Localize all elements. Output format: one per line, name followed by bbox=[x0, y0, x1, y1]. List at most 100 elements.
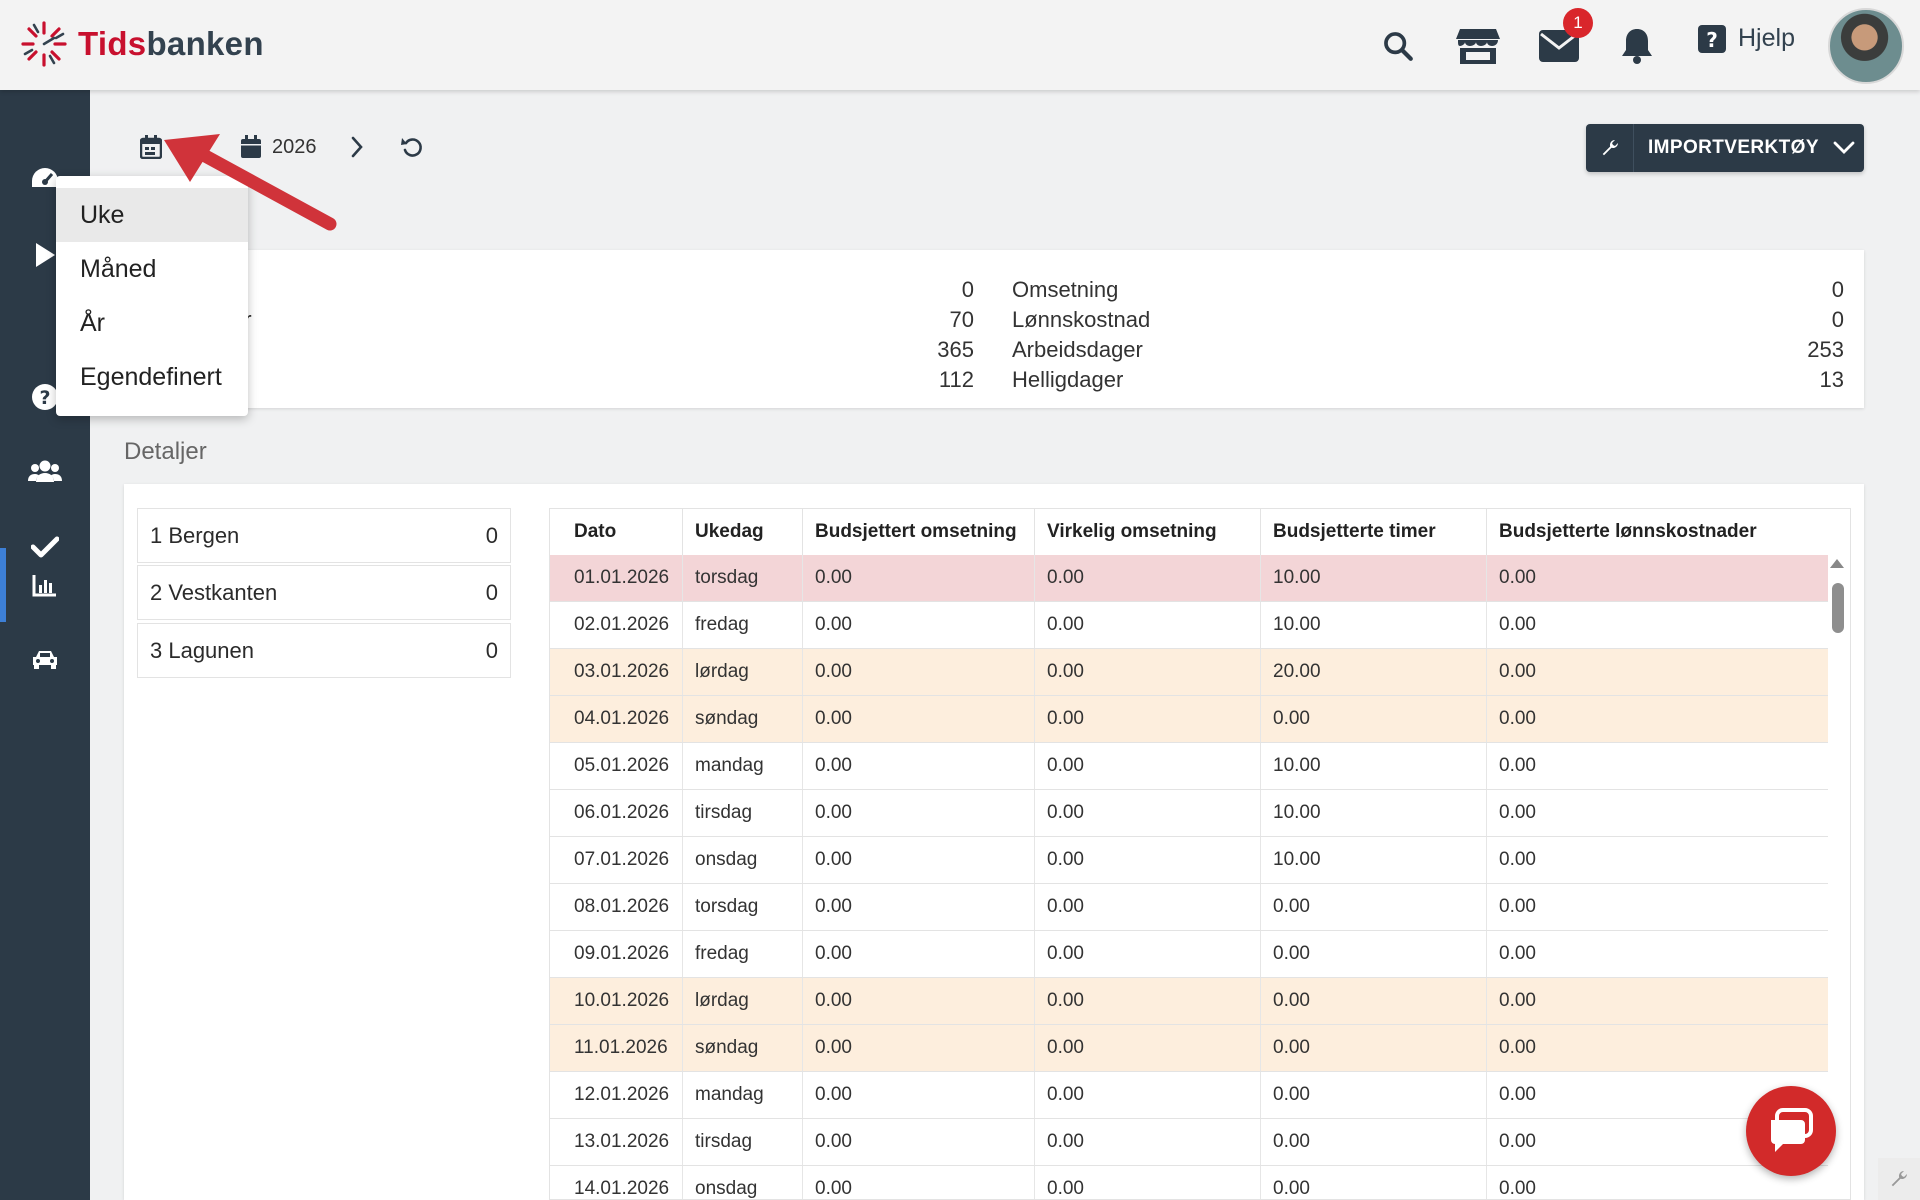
table-cell-bud_oms: 0.00 bbox=[802, 884, 1034, 930]
table-cell-dato: 01.01.2026 bbox=[574, 567, 670, 588]
column-header-budsjetterte-lonnskostnader[interactable]: Budsjetterte lønnskostnader bbox=[1486, 509, 1828, 555]
search-icon[interactable] bbox=[1376, 24, 1420, 68]
location-item[interactable]: 3 Lagunen 0 bbox=[137, 623, 511, 678]
table-cell-bud_oms: 0.00 bbox=[802, 1119, 1034, 1165]
table-cell-lonn: 0.00 bbox=[1486, 743, 1828, 789]
annotation-arrow-icon bbox=[164, 134, 337, 231]
next-period-button[interactable] bbox=[350, 130, 364, 164]
summary-label-holidays: Helligdager bbox=[1012, 367, 1124, 392]
table-row[interactable]: 08.01.2026 torsdag 0.00 0.00 0.00 0.00 bbox=[550, 884, 1828, 931]
table-cell-dato: 07.01.2026 bbox=[574, 849, 670, 870]
table-cell-timer: 10.00 bbox=[1260, 602, 1486, 648]
details-table: Dato Ukedag Budsjettert omsetning Virkel… bbox=[549, 508, 1851, 1200]
sidebar-item-vehicle[interactable] bbox=[0, 622, 90, 696]
table-cell-bud_oms: 0.00 bbox=[802, 602, 1034, 648]
period-selector-button[interactable] bbox=[140, 130, 162, 164]
table-cell-ukedag: tirsdag bbox=[682, 1119, 802, 1165]
scroll-up-arrow[interactable] bbox=[1830, 559, 1844, 568]
table-cell-timer: 10.00 bbox=[1260, 743, 1486, 789]
table-cell-bud_oms: 0.00 bbox=[802, 790, 1034, 836]
table-cell-virk_oms: 0.00 bbox=[1034, 696, 1260, 742]
dropdown-item-year[interactable]: År bbox=[80, 309, 105, 337]
table-row[interactable]: 13.01.2026 tirsdag 0.00 0.00 0.00 0.00 bbox=[550, 1119, 1828, 1166]
table-cell-dato: 10.01.2026 bbox=[574, 990, 670, 1011]
location-item[interactable]: 2 Vestkanten 0 bbox=[137, 565, 511, 620]
logo[interactable]: Tidsbanken bbox=[20, 20, 264, 68]
table-cell-dato: 03.01.2026 bbox=[574, 661, 670, 682]
year-picker[interactable]: 2026 bbox=[240, 130, 317, 164]
sidebar-item-users[interactable] bbox=[0, 434, 90, 508]
avatar[interactable] bbox=[1828, 8, 1904, 84]
dropdown-item-custom[interactable]: Egendefinert bbox=[80, 363, 222, 391]
table-cell-ukedag: fredag bbox=[682, 602, 802, 648]
table-cell-ukedag: tirsdag bbox=[682, 790, 802, 836]
location-name: 1 Bergen bbox=[150, 522, 240, 548]
table-cell-lonn: 0.00 bbox=[1486, 1025, 1828, 1071]
sidebar-item-reports[interactable] bbox=[0, 548, 90, 622]
table-row[interactable]: 12.01.2026 mandag 0.00 0.00 0.00 0.00 bbox=[550, 1072, 1828, 1119]
table-cell-timer: 0.00 bbox=[1260, 1119, 1486, 1165]
table-row[interactable]: 05.01.2026 mandag 0.00 0.00 10.00 0.00 bbox=[550, 743, 1828, 790]
check-icon bbox=[31, 536, 59, 558]
sidebar-item-play[interactable] bbox=[0, 218, 90, 292]
table-cell-timer: 0.00 bbox=[1260, 1072, 1486, 1118]
table-cell-virk_oms: 0.00 bbox=[1034, 1072, 1260, 1118]
table-cell-bud_oms: 0.00 bbox=[802, 1072, 1034, 1118]
sidebar-item-dashboard[interactable] bbox=[0, 142, 90, 216]
reset-period-button[interactable] bbox=[400, 130, 424, 164]
table-row[interactable]: 10.01.2026 lørdag 0.00 0.00 0.00 0.00 bbox=[550, 978, 1828, 1025]
table-cell-bud_oms: 0.00 bbox=[802, 696, 1034, 742]
question-icon: ? bbox=[32, 384, 58, 410]
logo-icon bbox=[21, 21, 67, 67]
sidebar-item-approve[interactable] bbox=[0, 510, 90, 584]
column-header-ukedag[interactable]: Ukedag bbox=[682, 509, 802, 555]
table-row[interactable]: 14.01.2026 onsdag 0.00 0.00 0.00 0.00 bbox=[550, 1166, 1828, 1199]
table-row[interactable]: 02.01.2026 fredag 0.00 0.00 10.00 0.00 bbox=[550, 602, 1828, 649]
column-header-budsjettert-omsetning[interactable]: Budsjettert omsetning bbox=[802, 509, 1034, 555]
table-row[interactable]: 04.01.2026 søndag 0.00 0.00 0.00 0.00 bbox=[550, 696, 1828, 743]
column-header-dato[interactable]: Dato bbox=[574, 521, 617, 542]
table-cell-lonn: 0.00 bbox=[1486, 837, 1828, 883]
table-cell-ukedag: mandag bbox=[682, 743, 802, 789]
table-row[interactable]: 01.01.2026 torsdag 0.00 0.00 10.00 0.00 bbox=[550, 555, 1828, 602]
location-item[interactable]: 1 Bergen 0 bbox=[137, 508, 511, 563]
table-row[interactable]: 11.01.2026 søndag 0.00 0.00 0.00 0.00 bbox=[550, 1025, 1828, 1072]
year-label: 2026 bbox=[272, 135, 317, 158]
table-cell-virk_oms: 0.00 bbox=[1034, 555, 1260, 601]
table-cell-timer: 0.00 bbox=[1260, 978, 1486, 1024]
table-cell-lonn: 0.00 bbox=[1486, 1072, 1828, 1118]
dropdown-item-month[interactable]: Måned bbox=[80, 255, 157, 283]
table-cell-virk_oms: 0.00 bbox=[1034, 931, 1260, 977]
svg-text:?: ? bbox=[1706, 28, 1718, 52]
table-cell-lonn: 0.00 bbox=[1486, 1119, 1828, 1165]
column-header-budsjetterte-timer[interactable]: Budsjetterte timer bbox=[1260, 509, 1486, 555]
table-cell-ukedag: onsdag bbox=[682, 1166, 802, 1199]
chat-button[interactable] bbox=[1746, 1086, 1836, 1176]
table-cell-virk_oms: 0.00 bbox=[1034, 743, 1260, 789]
table-cell-dato: 02.01.2026 bbox=[574, 614, 670, 635]
table-cell-virk_oms: 0.00 bbox=[1034, 837, 1260, 883]
bell-icon[interactable] bbox=[1615, 24, 1659, 68]
table-row[interactable]: 03.01.2026 lørdag 0.00 0.00 20.00 0.00 bbox=[550, 649, 1828, 696]
table-cell-dato: 08.01.2026 bbox=[574, 896, 670, 917]
table-row[interactable]: 07.01.2026 onsdag 0.00 0.00 10.00 0.00 bbox=[550, 837, 1828, 884]
help-label: Hjelp bbox=[1738, 24, 1795, 52]
sidebar-item-help[interactable]: ? bbox=[0, 360, 90, 434]
import-tool-button[interactable]: IMPORTVERKTØY bbox=[1586, 124, 1864, 172]
column-header-virkelig-omsetning[interactable]: Virkelig omsetning bbox=[1034, 509, 1260, 555]
table-cell-virk_oms: 0.00 bbox=[1034, 1119, 1260, 1165]
settings-wrench-icon[interactable] bbox=[1878, 1158, 1920, 1200]
table-row[interactable]: 06.01.2026 tirsdag 0.00 0.00 10.00 0.00 bbox=[550, 790, 1828, 837]
scrollbar-thumb[interactable] bbox=[1832, 583, 1844, 633]
dropdown-item-week[interactable]: Uke bbox=[56, 188, 248, 242]
table-cell-bud_oms: 0.00 bbox=[802, 978, 1034, 1024]
chevron-down-icon bbox=[1833, 141, 1855, 154]
svg-text:?: ? bbox=[39, 387, 50, 409]
store-icon[interactable] bbox=[1456, 24, 1500, 68]
help-link[interactable]: ? Hjelp bbox=[1698, 24, 1795, 53]
mail-icon[interactable]: 1 bbox=[1537, 8, 1593, 68]
summary-label-revenue: Omsetning bbox=[1012, 277, 1119, 302]
table-cell-bud_oms: 0.00 bbox=[802, 1025, 1034, 1071]
table-row[interactable]: 09.01.2026 fredag 0.00 0.00 0.00 0.00 bbox=[550, 931, 1828, 978]
location-count: 0 bbox=[485, 579, 498, 605]
